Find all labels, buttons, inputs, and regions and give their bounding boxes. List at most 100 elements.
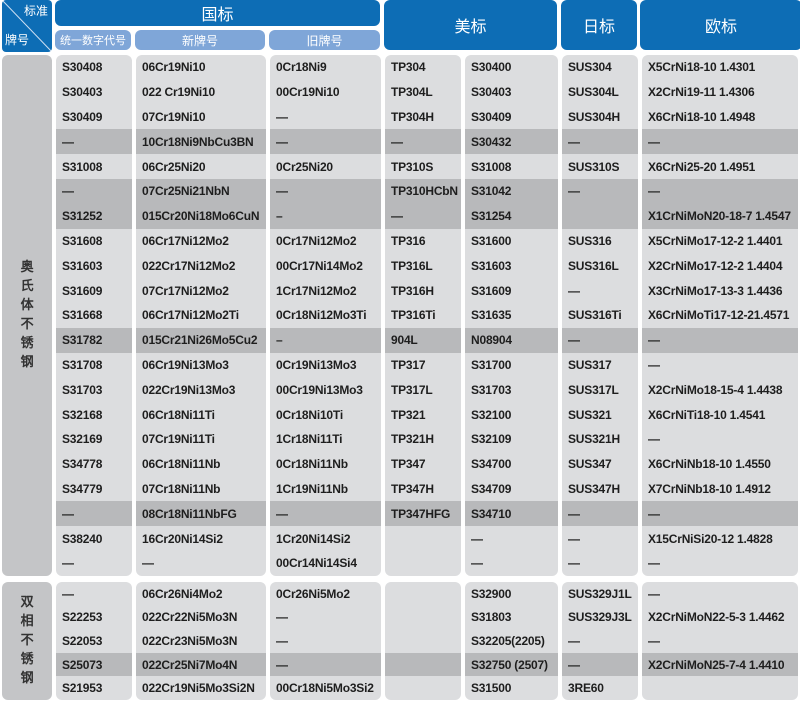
cell-us-uns: S31500	[465, 676, 558, 700]
cell-new-grade: 022Cr19Ni5Mo3Si2N	[136, 676, 266, 700]
cell-unified-code: S34778	[56, 451, 132, 477]
cell-old-grade: 00Cr19Ni13Mo3	[270, 377, 381, 403]
cell-us-tp	[385, 676, 461, 700]
cell-old-grade: —	[270, 629, 381, 653]
cell-jis: —	[562, 629, 638, 653]
cell-new-grade: 16Cr20Ni14Si2	[136, 526, 266, 551]
header-en: 欧标	[640, 0, 800, 50]
corner-label-standard: 标准	[23, 4, 48, 18]
duplex-table: 双相不锈钢 —06Cr26Ni4Mo2 0Cr26Ni5Mo2 S32900 SUS32…	[0, 582, 800, 700]
cell-unified-code: —	[56, 550, 132, 576]
table-row: S25073 022Cr25Ni7Mo4N — S32750 (2507) — X2CrN…	[2, 652, 798, 677]
cell-unified-code: S30403	[56, 79, 132, 105]
cell-jis: —	[562, 501, 638, 527]
cell-en: —	[642, 352, 798, 378]
cell-jis: SUS329J3L	[562, 605, 638, 630]
cell-unified-code: S22253	[56, 605, 132, 630]
cell-jis: SUS316	[562, 228, 638, 254]
cell-us-uns: S34709	[465, 476, 558, 502]
table-row: 奥氏体不锈钢 S30408 06Cr19Ni10 0Cr18Ni9 TP304 S3040…	[2, 55, 798, 576]
table-row: S31708 06Cr19Ni13Mo3 0Cr19Ni13Mo3 TP317 S317…	[2, 352, 798, 378]
cell-old-grade: 0Cr26Ni5Mo2	[270, 582, 381, 606]
cell-us-tp: TP316L	[385, 253, 461, 279]
category-cell: 奥氏体不锈钢	[2, 55, 52, 576]
cell-en: —	[642, 582, 798, 606]
cell-us-uns: S31700	[465, 352, 558, 378]
diagonal-divider	[2, 0, 52, 52]
cell-us-tp: TP347H	[385, 476, 461, 502]
cell-new-grade: 06Cr18Ni11Nb	[136, 451, 266, 477]
cell-unified-code: S32168	[56, 402, 132, 427]
cell-en: —	[642, 178, 798, 204]
cell-us-tp: 904L	[385, 327, 461, 353]
cell-old-grade: 1Cr20Ni14Si2	[270, 526, 381, 551]
cell-us-uns: S32750 (2507)	[465, 652, 558, 677]
cell-us-uns: N08904	[465, 327, 558, 353]
table-row: S31609 07Cr17Ni12Mo2 1Cr17Ni12Mo2 TP316H S31…	[2, 278, 798, 303]
cell-us-tp: TP304H	[385, 104, 461, 130]
cell-en: X2CrNiMoN22-5-3 1.4462	[642, 605, 798, 630]
cell-old-grade: 00Cr14Ni14Si4	[270, 550, 381, 576]
cell-us-tp	[385, 605, 461, 630]
table-row: S31603 022Cr17Ni12Mo2 00Cr17Ni14Mo2 TP316L S…	[2, 253, 798, 279]
cell-jis: SUS329J1L	[562, 582, 638, 606]
cell-unified-code: —	[56, 501, 132, 527]
cell-us-tp: —	[385, 203, 461, 229]
cell-unified-code: S21953	[56, 676, 132, 700]
header-gb: 国标	[55, 0, 380, 26]
category-label: 双相不锈钢	[20, 595, 34, 687]
cell-old-grade: 00Cr17Ni14Mo2	[270, 253, 381, 279]
cell-jis: SUS304H	[562, 104, 638, 130]
cell-new-grade: 06Cr19Ni10	[136, 55, 266, 80]
cell-jis: SUS316Ti	[562, 302, 638, 328]
cell-us-tp: TP347HFG	[385, 501, 461, 527]
cell-old-grade: —	[270, 652, 381, 677]
cell-old-grade: 0Cr19Ni13Mo3	[270, 352, 381, 378]
cell-us-tp: TP321H	[385, 426, 461, 452]
cell-old-grade: 0Cr25Ni20	[270, 154, 381, 179]
cell-unified-code: S30409	[56, 104, 132, 130]
cell-en: X2CrNiMo17-12-2 1.4404	[642, 253, 798, 279]
cell-us-uns: S30409	[465, 104, 558, 130]
cell-us-tp	[385, 652, 461, 677]
cell-us-uns: S31703	[465, 377, 558, 403]
table-row: S31668 06Cr17Ni12Mo2Ti 0Cr18Ni12Mo3Ti TP316…	[2, 302, 798, 328]
cell-unified-code: S31782	[56, 327, 132, 353]
cell-unified-code: S22053	[56, 629, 132, 653]
table-row: S31008 06Cr25Ni20 0Cr25Ni20 TP310S S31008 SUS…	[2, 154, 798, 179]
cell-jis: SUS304	[562, 55, 638, 80]
cell-en: X3CrNiMo17-13-3 1.4436	[642, 278, 798, 303]
cell-us-tp: —	[385, 129, 461, 155]
cell-jis: SUS317	[562, 352, 638, 378]
table-row: S38240 16Cr20Ni14Si2 1Cr20Ni14Si2— — X15CrNi…	[2, 526, 798, 551]
cell-en: X6CrNiMoTi17-12-21.4571	[642, 302, 798, 328]
table-row: — —00Cr14Ni14Si4— — —	[2, 550, 798, 576]
cell-old-grade: –	[270, 203, 381, 229]
table-row: S22253 022Cr22Ni5Mo3N — S31803 SUS329J3L X2Cr…	[2, 605, 798, 630]
cell-us-uns: S31600	[465, 228, 558, 254]
table-row: S32168 06Cr18Ni11Ti 0Cr18Ni10Ti TP321 S32100…	[2, 402, 798, 427]
austenitic-table: 奥氏体不锈钢 S30408 06Cr19Ni10 0Cr18Ni9 TP304 S3040…	[0, 55, 800, 576]
cell-en: X5CrNiMo17-12-2 1.4401	[642, 228, 798, 254]
cell-us-uns: S31803	[465, 605, 558, 630]
table-row: —10Cr18Ni9NbCu3BN — — S30432— —	[2, 129, 798, 155]
cell-en	[642, 676, 798, 700]
cell-us-tp: TP317	[385, 352, 461, 378]
cell-us-uns: S31042	[465, 178, 558, 204]
table-row: S30409 07Cr19Ni10— TP304H S30409 SUS304H X6Cr…	[2, 104, 798, 130]
cell-us-uns: S32900	[465, 582, 558, 606]
cell-unified-code: S31609	[56, 278, 132, 303]
table-row: S31252 015Cr20Ni18Mo6CuN – — S31254 X1CrNiMoN…	[2, 203, 798, 229]
cell-new-grade: 06Cr17Ni12Mo2	[136, 228, 266, 254]
cell-new-grade: —	[136, 550, 266, 576]
cell-us-uns: S31008	[465, 154, 558, 179]
cell-new-grade: 07Cr25Ni21NbN	[136, 178, 266, 204]
cell-jis: —	[562, 327, 638, 353]
cell-new-grade: 06Cr17Ni12Mo2Ti	[136, 302, 266, 328]
cell-old-grade: —	[270, 104, 381, 130]
cell-en: —	[642, 426, 798, 452]
cell-jis: —	[562, 550, 638, 576]
cell-en: X7CrNiNb18-10 1.4912	[642, 476, 798, 502]
cell-jis: SUS316L	[562, 253, 638, 279]
cell-us-tp: TP310HCbN	[385, 178, 461, 204]
